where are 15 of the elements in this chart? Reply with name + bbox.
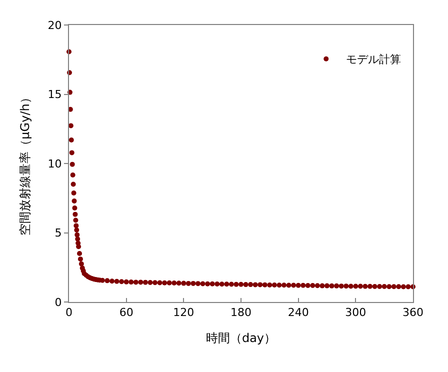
x-tick-label: 300 [345,306,366,320]
x-tick-label: 180 [230,306,252,320]
x-tick-label: 0 [66,306,72,320]
x-tick-label: 240 [288,306,309,320]
y-axis-title: 空間放射線量率（μGy/h） [18,92,32,236]
x-tick-label: 60 [119,306,134,320]
x-axis-title: 時間（day） [206,331,276,346]
y-tick-label: 15 [48,88,62,102]
y-tick-label: 5 [54,226,62,240]
y-tick-label: 0 [54,296,62,309]
x-tick-label: 120 [173,306,194,320]
x-tick-label: 360 [402,306,424,320]
legend-label: モデル計算 [346,53,402,66]
y-tick-label: 10 [48,157,62,170]
y-tick-label: 20 [48,18,62,32]
